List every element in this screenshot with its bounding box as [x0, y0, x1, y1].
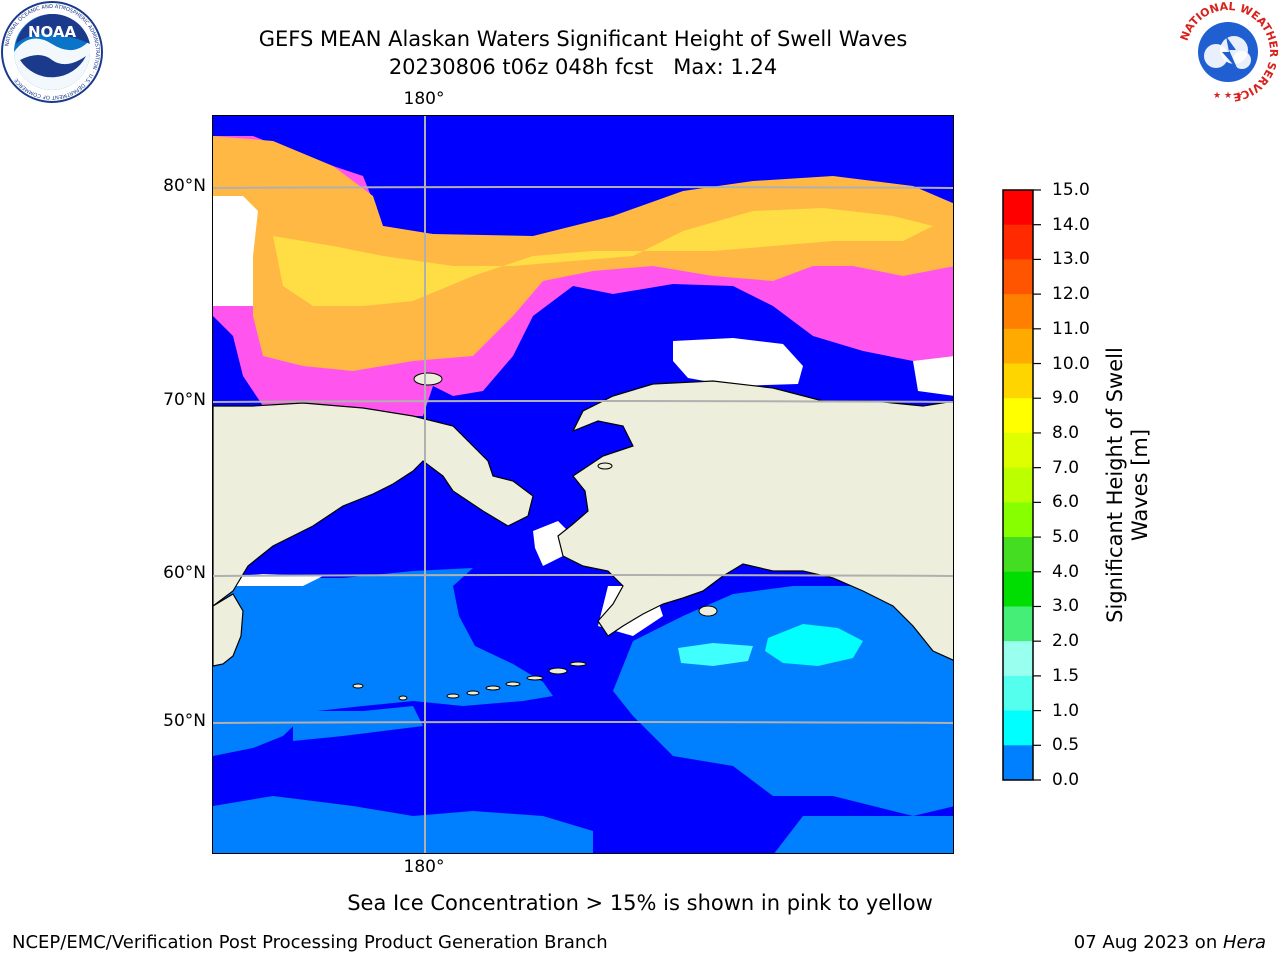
kodiak-island — [698, 605, 718, 617]
colorbar-title: Significant Height of Swell Waves [m] — [1103, 315, 1153, 655]
lat-label-60: 60°N — [163, 563, 206, 583]
footer-right: 07 Aug 2023 on Hera — [1074, 932, 1266, 954]
swell-region-05-east — [613, 586, 953, 816]
colorbar-tick-label: 9.0 — [1052, 388, 1080, 409]
colorbar-tick-label: 0.5 — [1052, 735, 1080, 756]
colorbar-title-line2: Waves [m] — [1128, 428, 1152, 542]
colorbar-band — [1003, 537, 1033, 573]
sea-ice-caption: Sea Ice Concentration > 15% is shown in … — [347, 891, 933, 915]
land-kamchatka — [213, 593, 244, 667]
no-data-white-3 — [913, 356, 953, 396]
colorbar-tick-label: 1.5 — [1052, 665, 1080, 686]
swell-region-10-15 — [765, 624, 863, 666]
colorbar-tick-label: 11.0 — [1052, 318, 1090, 339]
colorbar-band — [1003, 259, 1033, 295]
swell-height-map — [213, 116, 953, 853]
colorbar-band — [1003, 190, 1033, 226]
colorbar-tick-label: 15.0 — [1052, 180, 1090, 200]
colorbar-band — [1003, 224, 1033, 260]
swell-region-05 — [213, 568, 553, 756]
map-panel — [212, 115, 954, 854]
footer-date: 07 Aug 2023 on — [1073, 932, 1223, 953]
map-gridlines — [213, 116, 953, 853]
colorbar-tick-label: 8.0 — [1052, 422, 1080, 443]
wrangel-island — [413, 372, 443, 386]
colorbar-tick-label: 4.0 — [1052, 561, 1080, 582]
colorbar-band — [1003, 467, 1033, 503]
swell-region-05-mid — [293, 706, 423, 741]
colorbar-band — [1003, 294, 1033, 330]
colorbar-band — [1003, 432, 1033, 469]
no-data-white-2 — [673, 338, 803, 386]
noaa-logo-text: NOAA — [28, 23, 77, 41]
swell-region-05-south-east — [774, 816, 953, 853]
colorbar-band — [1003, 398, 1033, 434]
colorbar — [1002, 189, 1041, 781]
footer-host: Hera — [1222, 932, 1266, 953]
colorbar-band — [1003, 328, 1033, 365]
colorbar-band — [1003, 606, 1033, 642]
svg-text:★ ★ ★: ★ ★ ★ — [1213, 91, 1243, 101]
colorbar-tick-label: 12.0 — [1052, 284, 1090, 305]
land-siberia — [213, 402, 534, 607]
colorbar-band — [1003, 710, 1033, 746]
lon-label-bottom: 180° — [403, 857, 445, 877]
colorbar-tick-label: 10.0 — [1052, 353, 1090, 374]
nws-logo: NATIONAL WEATHER SERVICE ★ ★ ★ — [1178, 0, 1280, 104]
lon-label-top: 180° — [403, 89, 445, 109]
colorbar-tick-label: 14.0 — [1052, 214, 1090, 235]
colorbar-tick-label: 2.0 — [1052, 631, 1080, 652]
colorbar-tick-label: 0.0 — [1052, 770, 1080, 790]
colorbar-tick-label: 3.0 — [1052, 596, 1080, 617]
colorbar-tick-label: 5.0 — [1052, 527, 1080, 548]
colorbar-tick-label: 13.0 — [1052, 249, 1090, 270]
colorbar-band — [1003, 675, 1033, 712]
colorbar-tick-label: 1.0 — [1052, 700, 1080, 721]
colorbar-tick-label: 7.0 — [1052, 457, 1080, 478]
noaa-logo: NATIONAL OCEANIC AND ATMOSPHERIC ADMINIS… — [1, 1, 103, 103]
colorbar-band — [1003, 745, 1033, 781]
chart-title: GEFS MEAN Alaskan Waters Significant Hei… — [258, 27, 908, 51]
lat-label-50: 50°N — [163, 711, 206, 731]
colorbar-band — [1003, 571, 1033, 607]
colorbar-band — [1003, 641, 1033, 677]
aleutian-islands — [352, 661, 587, 701]
forecast-date: 20230806 t06z 048h fcst — [388, 55, 654, 79]
colorbar-title-line1: Significant Height of Swell — [1103, 347, 1127, 623]
colorbar-band — [1003, 363, 1033, 399]
colorbar-tick-label: 6.0 — [1052, 492, 1080, 513]
chart-subtitle: 20230806 t06z 048h fcst Max: 1.24 — [0, 55, 1166, 80]
max-value: Max: 1.24 — [673, 55, 778, 79]
swell-region-05-band — [213, 796, 593, 853]
lat-label-80: 80°N — [163, 176, 206, 196]
colorbar-band — [1003, 502, 1033, 538]
footer-left: NCEP/EMC/Verification Post Processing Pr… — [12, 932, 608, 953]
lat-label-70: 70°N — [163, 390, 206, 410]
swell-region-10 — [678, 643, 753, 666]
no-data-white-1 — [213, 196, 258, 306]
sea-ice-yellow — [273, 208, 933, 306]
st-lawrence-island — [597, 462, 613, 470]
